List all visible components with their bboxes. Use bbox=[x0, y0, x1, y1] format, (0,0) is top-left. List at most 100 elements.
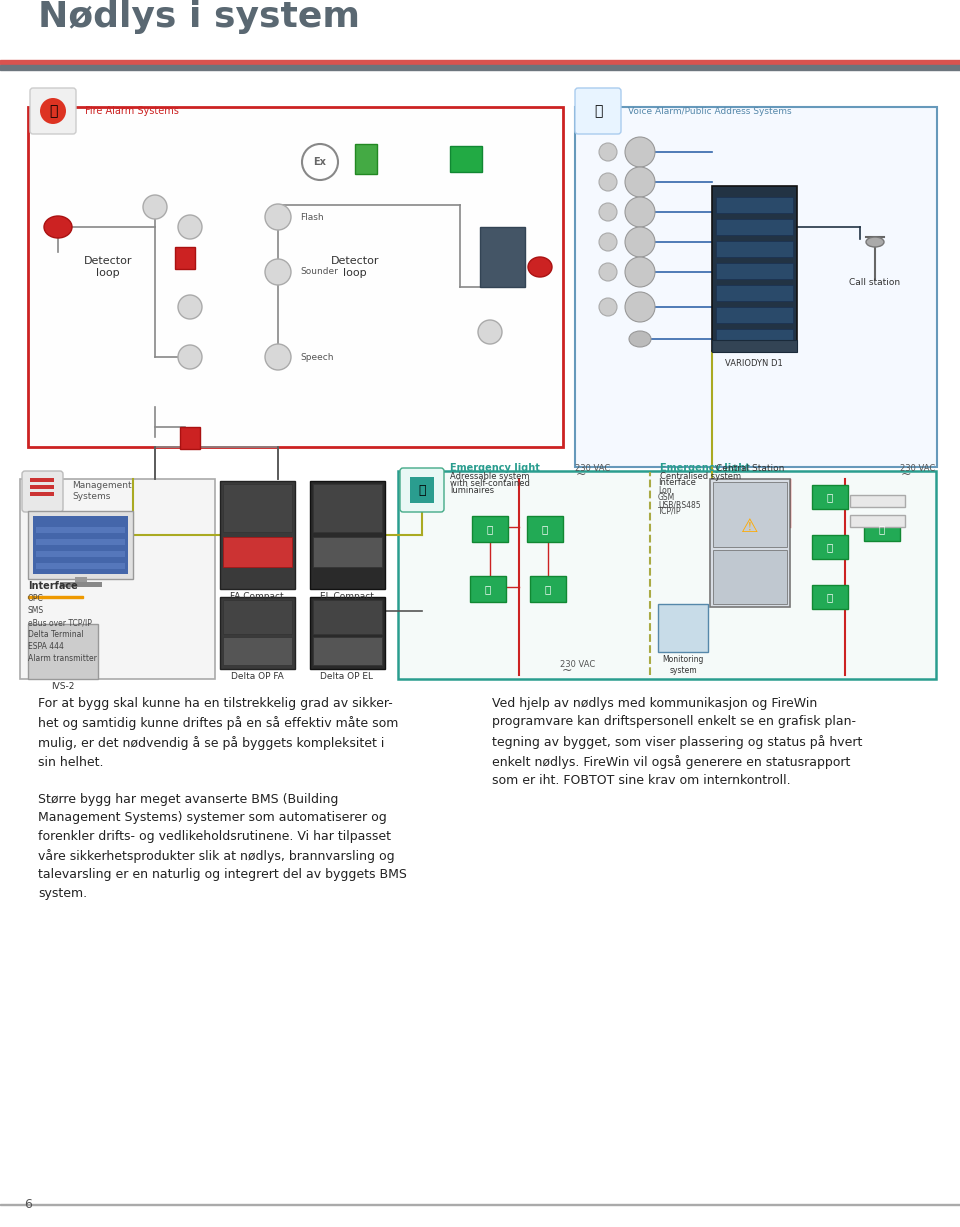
Bar bbox=[450, 146, 482, 172]
Circle shape bbox=[599, 298, 617, 317]
Bar bbox=[30, 485, 54, 490]
Text: 230 VAC: 230 VAC bbox=[900, 464, 935, 472]
Bar bbox=[530, 575, 566, 602]
Bar bbox=[36, 563, 125, 569]
Text: Sounder: Sounder bbox=[300, 267, 338, 276]
Bar bbox=[30, 492, 54, 496]
Circle shape bbox=[599, 263, 617, 281]
Circle shape bbox=[625, 292, 655, 321]
Circle shape bbox=[40, 98, 66, 124]
Bar bbox=[850, 515, 905, 528]
Bar bbox=[710, 479, 790, 607]
Text: Call station: Call station bbox=[850, 279, 900, 287]
Text: 🚶: 🚶 bbox=[485, 584, 492, 594]
Bar bbox=[220, 598, 295, 669]
Text: SMS: SMS bbox=[28, 606, 44, 615]
Bar bbox=[20, 479, 215, 679]
Bar bbox=[18, 83, 948, 679]
Bar bbox=[410, 477, 434, 503]
Circle shape bbox=[599, 144, 617, 161]
Text: Emergency light: Emergency light bbox=[450, 463, 540, 472]
Bar bbox=[36, 539, 125, 545]
Bar bbox=[75, 577, 87, 583]
Bar bbox=[60, 582, 102, 587]
Bar bbox=[313, 600, 382, 634]
Text: OPC: OPC bbox=[28, 594, 44, 602]
Text: Interface: Interface bbox=[28, 582, 78, 591]
Text: Monitoring
system: Monitoring system bbox=[662, 655, 704, 675]
Text: 🔥: 🔥 bbox=[49, 104, 58, 118]
Text: GSM: GSM bbox=[658, 493, 675, 502]
Text: FA Compact: FA Compact bbox=[230, 591, 284, 601]
Text: ~: ~ bbox=[901, 467, 911, 481]
Text: with self-contained: with self-contained bbox=[450, 479, 530, 488]
Bar bbox=[223, 483, 292, 533]
Circle shape bbox=[478, 320, 502, 344]
Bar bbox=[0, 1204, 960, 1205]
Text: TCP/IP: TCP/IP bbox=[658, 507, 682, 517]
Bar bbox=[527, 517, 563, 542]
Bar bbox=[0, 65, 960, 70]
Bar bbox=[850, 494, 905, 507]
Circle shape bbox=[178, 294, 202, 319]
Text: Ved hjelp av nødlys med kommunikasjon og FireWin
programvare kan driftspersonell: Ved hjelp av nødlys med kommunikasjon og… bbox=[492, 697, 862, 787]
Text: eBus over TCP/IP: eBus over TCP/IP bbox=[28, 618, 92, 627]
Bar bbox=[28, 596, 83, 598]
Text: ⚠: ⚠ bbox=[741, 518, 758, 536]
Text: Central Station: Central Station bbox=[716, 464, 784, 472]
Text: 🚶: 🚶 bbox=[541, 524, 548, 534]
Text: Delta OP EL: Delta OP EL bbox=[321, 672, 373, 681]
Bar bbox=[313, 537, 382, 567]
Text: Lon: Lon bbox=[658, 486, 672, 494]
Bar bbox=[0, 60, 960, 64]
Bar bbox=[30, 479, 54, 482]
Text: Delta OP FA: Delta OP FA bbox=[230, 672, 283, 681]
Bar bbox=[180, 427, 200, 449]
Bar bbox=[398, 471, 936, 679]
Ellipse shape bbox=[629, 331, 651, 347]
FancyBboxPatch shape bbox=[30, 88, 76, 134]
Text: Interface: Interface bbox=[658, 479, 696, 487]
Bar bbox=[716, 240, 793, 256]
Text: Detector
loop: Detector loop bbox=[331, 255, 379, 279]
Bar bbox=[658, 604, 708, 652]
Text: luminaires: luminaires bbox=[450, 486, 494, 494]
FancyBboxPatch shape bbox=[575, 88, 621, 134]
Text: VARIODYN D1: VARIODYN D1 bbox=[725, 360, 782, 368]
Bar bbox=[713, 482, 787, 547]
Bar bbox=[472, 517, 508, 542]
Circle shape bbox=[625, 198, 655, 227]
FancyBboxPatch shape bbox=[400, 467, 444, 512]
Bar bbox=[575, 107, 937, 467]
Text: 🚶: 🚶 bbox=[487, 524, 493, 534]
Bar bbox=[28, 625, 98, 679]
Ellipse shape bbox=[44, 216, 72, 238]
Text: 🚶: 🚶 bbox=[419, 483, 425, 497]
Text: Emergency light: Emergency light bbox=[660, 463, 750, 472]
Bar bbox=[716, 329, 793, 345]
Text: Nødlys i system: Nødlys i system bbox=[38, 0, 360, 34]
Bar bbox=[36, 528, 125, 533]
Bar bbox=[355, 144, 377, 174]
Circle shape bbox=[625, 227, 655, 256]
Text: Ex: Ex bbox=[314, 157, 326, 167]
Text: Adressable system: Adressable system bbox=[450, 472, 530, 481]
Bar bbox=[812, 485, 848, 509]
Bar bbox=[716, 198, 793, 213]
Text: ~: ~ bbox=[576, 467, 587, 481]
Bar bbox=[175, 247, 195, 269]
Bar bbox=[716, 285, 793, 301]
Ellipse shape bbox=[866, 237, 884, 247]
Text: Alarm transmitter: Alarm transmitter bbox=[28, 654, 97, 663]
Bar bbox=[812, 535, 848, 560]
Circle shape bbox=[265, 204, 291, 229]
FancyBboxPatch shape bbox=[22, 471, 63, 512]
Bar bbox=[223, 637, 292, 665]
Text: 230 VAC: 230 VAC bbox=[560, 660, 595, 669]
Circle shape bbox=[265, 259, 291, 285]
Bar bbox=[712, 187, 797, 351]
Text: Delta Terminal: Delta Terminal bbox=[28, 629, 84, 639]
Bar bbox=[812, 585, 848, 609]
Text: 🔊: 🔊 bbox=[594, 104, 602, 118]
Bar bbox=[33, 517, 128, 574]
